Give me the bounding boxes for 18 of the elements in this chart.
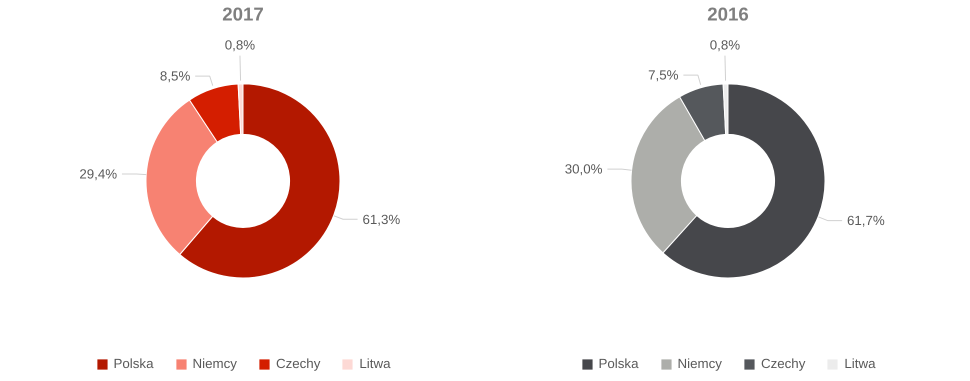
legend-label: Polska bbox=[598, 356, 638, 371]
data-label: 30,0% bbox=[564, 162, 603, 177]
data-label: 0,8% bbox=[224, 38, 256, 53]
legend-label: Litwa bbox=[359, 356, 391, 371]
legend-label: Niemcy bbox=[192, 356, 237, 371]
chart-title: 2017 bbox=[222, 4, 264, 24]
data-label: 29,4% bbox=[79, 166, 118, 182]
data-label: 0,8% bbox=[710, 38, 740, 53]
legend-label: Niemcy bbox=[678, 356, 722, 371]
legend-label: Czechy bbox=[276, 356, 320, 371]
legend-label: Polska bbox=[113, 356, 154, 371]
data-label: 61,7% bbox=[846, 213, 885, 228]
data-label: 7,5% bbox=[648, 68, 679, 83]
chart-title: 2016 bbox=[707, 4, 749, 24]
data-label: 8,5% bbox=[160, 68, 190, 84]
legend-label: Czechy bbox=[760, 356, 806, 371]
data-label: 61,3% bbox=[362, 212, 400, 227]
legend-label: Litwa bbox=[844, 356, 876, 371]
